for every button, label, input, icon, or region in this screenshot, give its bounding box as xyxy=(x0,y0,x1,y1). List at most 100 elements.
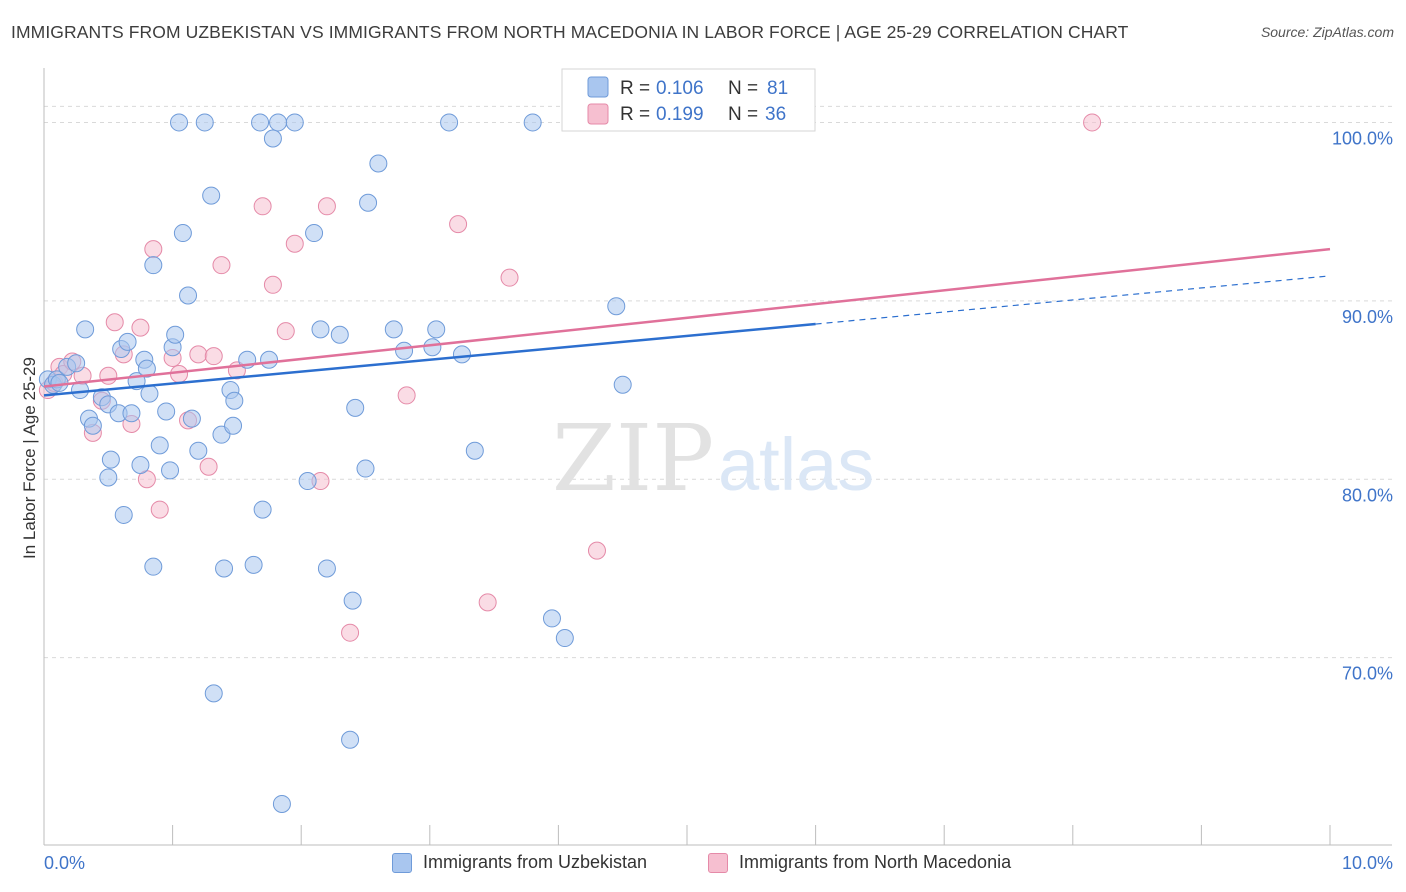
data-point xyxy=(204,684,223,703)
data-point xyxy=(478,593,497,612)
data-point xyxy=(607,297,626,316)
data-point xyxy=(263,275,282,294)
legend-r-label-2: R = xyxy=(620,104,650,125)
data-point xyxy=(555,629,574,648)
data-point xyxy=(369,154,388,173)
data-point xyxy=(212,256,231,275)
data-point xyxy=(427,320,446,339)
data-point xyxy=(587,541,606,560)
watermark-zip: ZIP xyxy=(552,405,714,512)
y-tick-label: 100.0% xyxy=(1332,128,1393,148)
legend-n-label-1: N = xyxy=(728,78,758,99)
legend-r-value-2: 0.199 xyxy=(656,104,704,125)
data-point xyxy=(83,416,102,435)
legend-swatch-north-macedonia xyxy=(708,852,728,873)
data-point xyxy=(105,313,124,332)
data-point xyxy=(1083,113,1102,132)
y-tick-label: 80.0% xyxy=(1342,485,1393,505)
series-north-macedonia-points xyxy=(38,113,1102,642)
data-point xyxy=(523,113,542,132)
data-point xyxy=(317,197,336,216)
data-point xyxy=(118,332,137,351)
legend-swatch-north-macedonia xyxy=(587,103,609,125)
legend-top: R = 0.106 N = 81 R = 0.199 N = 36 xyxy=(561,68,816,132)
data-point xyxy=(202,186,221,205)
data-point xyxy=(144,557,163,576)
y-tick-label: 90.0% xyxy=(1342,307,1393,327)
data-point xyxy=(150,500,169,519)
legend-n-value-2: 36 xyxy=(765,104,786,125)
trend-line-uzbekistan-extension xyxy=(815,275,1331,325)
legend-swatch-uzbekistan xyxy=(392,852,412,873)
trend-lines xyxy=(43,247,1331,397)
data-point xyxy=(76,320,95,339)
axes xyxy=(43,68,1392,846)
data-point xyxy=(189,345,208,364)
data-point xyxy=(166,325,185,344)
data-point xyxy=(311,320,330,339)
chart-title: IMMIGRANTS FROM UZBEKISTAN VS IMMIGRANTS… xyxy=(11,22,1129,42)
data-point xyxy=(195,113,214,132)
legend-item-uzbekistan[interactable]: Immigrants from Uzbekistan xyxy=(392,852,647,873)
data-point xyxy=(465,441,484,460)
legend-n-value-1: 81 xyxy=(767,78,788,99)
data-point xyxy=(50,373,69,392)
data-point xyxy=(99,366,118,385)
data-point xyxy=(179,286,198,305)
data-point xyxy=(140,384,159,403)
data-point xyxy=(263,129,282,148)
data-point xyxy=(449,215,468,234)
data-point xyxy=(269,113,288,132)
trend-line-north-macedonia xyxy=(43,247,1331,388)
data-point xyxy=(101,450,120,469)
data-point xyxy=(305,224,324,243)
data-point xyxy=(272,794,291,813)
legend-n-label-2: N = xyxy=(728,104,758,125)
data-point xyxy=(224,416,243,435)
data-point xyxy=(276,322,295,341)
data-point xyxy=(137,359,156,378)
data-point xyxy=(395,341,414,360)
data-point xyxy=(122,404,141,423)
y-axis-label: In Labor Force | Age 25-29 xyxy=(20,357,39,559)
source-credit: Source: ZipAtlas.com xyxy=(1260,24,1394,40)
data-point xyxy=(359,193,378,212)
data-point xyxy=(317,559,336,578)
data-point xyxy=(173,224,192,243)
data-point xyxy=(67,354,86,373)
data-point xyxy=(542,609,561,628)
legend-r-label-1: R = xyxy=(620,78,650,99)
data-point xyxy=(170,365,189,383)
data-point xyxy=(298,472,317,491)
legend-item-north-macedonia[interactable]: Immigrants from North Macedonia xyxy=(708,852,1011,873)
data-point xyxy=(215,559,234,578)
legend-swatch-uzbekistan xyxy=(587,76,609,98)
data-point xyxy=(440,113,459,132)
data-point xyxy=(131,455,150,474)
data-point xyxy=(150,436,169,455)
data-point xyxy=(285,234,304,253)
data-point xyxy=(285,113,304,132)
data-point xyxy=(253,197,272,216)
gridlines xyxy=(44,105,1392,659)
legend-label-uzbekistan: Immigrants from Uzbekistan xyxy=(423,852,648,872)
data-point xyxy=(244,555,263,574)
data-point xyxy=(251,113,270,132)
data-point xyxy=(330,325,349,344)
data-point xyxy=(189,441,208,460)
data-point xyxy=(144,240,163,259)
data-point xyxy=(199,457,218,476)
data-point xyxy=(161,461,180,480)
data-point xyxy=(423,338,442,357)
legend-r-value-1: 0.106 xyxy=(656,78,704,99)
data-point xyxy=(114,505,133,524)
data-point xyxy=(346,398,365,417)
data-point xyxy=(341,623,360,642)
data-point xyxy=(157,402,176,421)
data-point xyxy=(170,113,189,132)
data-point xyxy=(131,318,150,337)
data-point xyxy=(260,350,279,369)
y-tick-labels: 70.0% 80.0% 90.0% 100.0% xyxy=(1332,128,1393,683)
data-point xyxy=(397,386,416,405)
